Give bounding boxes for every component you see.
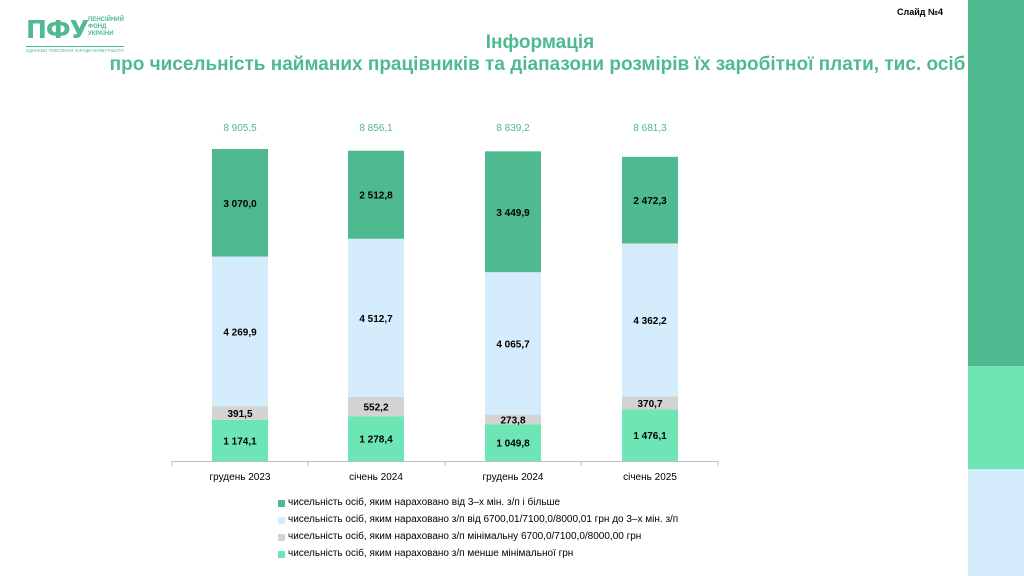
legend-swatch [278, 534, 285, 541]
segment-value-label: 2 472,3 [633, 196, 667, 207]
decorative-rail-middle [968, 366, 1024, 469]
logo-motto: ЄДНАЄМО ПОКОЛІННЯ ЗАРАДИ МАЙБУТНЬОГО [26, 46, 124, 53]
bar-segment [485, 424, 541, 461]
segment-value-label: 552,2 [363, 403, 388, 414]
chart-subtitle: про чисельність найманих працівників та … [109, 54, 966, 75]
bar-segment [622, 409, 678, 461]
segment-value-label: 3 070,0 [223, 199, 257, 210]
decorative-rail-top [968, 0, 1024, 366]
logo-mark: ПФУ [26, 15, 89, 44]
stacked-bar-chart: 1 174,1 391,5 4 269,9 3 070,0 8 905,5 грудень… [171, 123, 719, 483]
bar-segment [212, 149, 268, 257]
segment-value-label: 4 269,9 [223, 327, 257, 338]
bar-segment [212, 406, 268, 420]
segment-value-label: 391,5 [227, 409, 252, 420]
bar-segment [622, 156, 678, 244]
bar-segment [348, 396, 404, 417]
segment-value-label: 273,8 [500, 415, 525, 426]
legend-swatch [278, 517, 285, 524]
bar-segment [485, 272, 541, 415]
bar-segment [622, 396, 678, 410]
bar-segment [348, 416, 404, 461]
legend-label: чисельність осіб, яким нараховано з/п мі… [288, 531, 642, 542]
total-value-label: 8 905,5 [223, 123, 257, 134]
pfu-logo: ПФУ ПЕНСІЙНИЙ ФОНД УКРАЇНИ ЄДНАЄМО ПОКОЛ… [26, 14, 146, 56]
bar-segment [485, 414, 541, 425]
x-tick-label: січень 2025 [623, 472, 677, 483]
legend-label: чисельність осіб, яким нараховано від 3–… [288, 497, 561, 508]
bar-segment [485, 151, 541, 273]
logo-text: ПЕНСІЙНИЙ ФОНД УКРАЇНИ [88, 17, 124, 37]
bar-segment [212, 256, 268, 407]
x-tick-label: січень 2024 [349, 472, 403, 483]
legend-label: чисельність осіб, яким нараховано з/п ме… [288, 548, 574, 559]
bar-segment [212, 419, 268, 461]
legend-label: чисельність осіб, яким нараховано з/п ві… [288, 514, 679, 525]
total-value-label: 8 681,3 [633, 123, 667, 134]
decorative-rail-bottom [968, 469, 1024, 576]
x-tick-label: грудень 2024 [483, 472, 544, 483]
x-tick-label: грудень 2023 [210, 472, 271, 483]
segment-value-label: 1 049,8 [496, 439, 530, 450]
bar-segment [622, 243, 678, 397]
segment-value-label: 4 362,2 [633, 316, 667, 327]
segment-value-label: 1 174,1 [223, 436, 257, 447]
segment-value-label: 2 512,8 [359, 191, 393, 202]
bar-segment [348, 238, 404, 397]
segment-value-label: 4 065,7 [496, 339, 530, 350]
segment-value-label: 370,7 [637, 399, 662, 410]
segment-value-label: 4 512,7 [359, 314, 393, 325]
chart-title: Інформація [485, 32, 595, 53]
total-value-label: 8 839,2 [496, 123, 530, 134]
legend-swatch [278, 500, 285, 507]
segment-value-label: 1 476,1 [633, 431, 667, 442]
slide-number: Слайд №4 [897, 7, 944, 17]
bar-segment [348, 150, 404, 239]
segment-value-label: 1 278,4 [359, 435, 393, 446]
total-value-label: 8 856,1 [359, 123, 393, 134]
legend-swatch [278, 551, 285, 558]
segment-value-label: 3 449,9 [496, 208, 530, 219]
